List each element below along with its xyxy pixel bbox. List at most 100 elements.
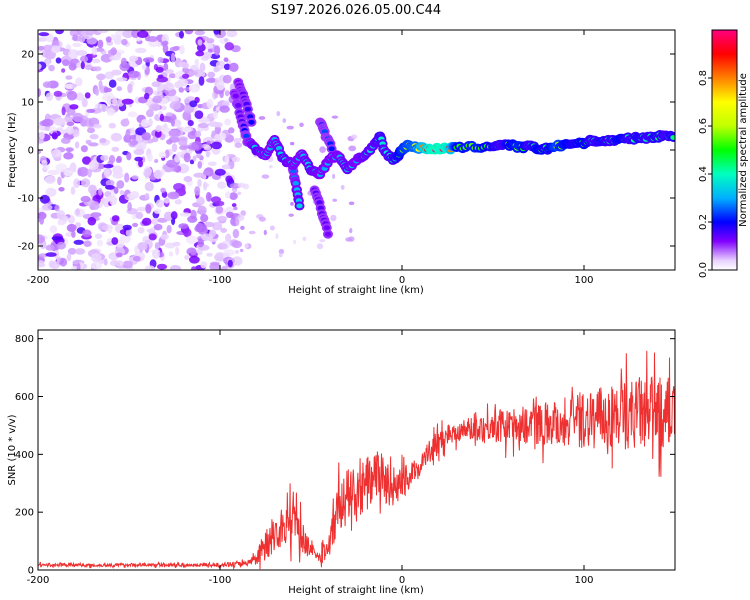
y-tick-label: 200 — [15, 508, 34, 519]
noise-blob — [188, 83, 200, 93]
noise-blob — [225, 175, 233, 184]
noise-blob — [168, 73, 176, 79]
noise-blob — [115, 252, 123, 258]
noise-blob — [42, 44, 53, 52]
colorbar-gradient — [712, 30, 737, 270]
noise-blob — [58, 187, 65, 192]
noise-blob — [224, 42, 235, 51]
noise-blob — [38, 37, 48, 42]
snr-x-axis-label: Height of straight line (km) — [288, 585, 424, 596]
noise-blob — [61, 106, 66, 116]
noise-blob — [49, 225, 58, 234]
noise-blob — [137, 242, 148, 251]
noise-blob — [166, 225, 172, 234]
noise-blob — [332, 173, 336, 179]
noise-blob — [195, 130, 202, 138]
noise-blob — [223, 63, 231, 70]
noise-blob — [194, 186, 201, 196]
noise-blob — [206, 252, 213, 257]
noise-blob — [168, 129, 181, 138]
branch-mark — [290, 168, 297, 174]
noise-blob — [107, 227, 112, 234]
noise-blob — [156, 76, 168, 83]
noise-blob — [225, 191, 231, 199]
colorbar-frame — [711, 29, 738, 271]
noise-blob — [216, 80, 225, 91]
noise-blob — [331, 115, 339, 119]
noise-blob — [332, 198, 338, 202]
spectrogram-y-axis-label: Frequency (Hz) — [7, 112, 18, 188]
noise-blob — [116, 86, 123, 92]
noise-blob — [278, 252, 283, 258]
noise-blob — [154, 159, 159, 163]
noise-blob — [169, 101, 181, 110]
y-tick-label: 10 — [21, 98, 34, 109]
noise-blob — [72, 129, 80, 138]
noise-blob — [227, 259, 233, 268]
noise-blob — [224, 154, 230, 164]
noise-blob — [152, 90, 163, 96]
noise-blob — [93, 123, 102, 129]
noise-blob — [103, 164, 114, 169]
noise-blob — [125, 129, 131, 140]
noise-blob — [144, 168, 152, 178]
branch-mark — [328, 146, 335, 152]
noise-blob — [45, 244, 55, 251]
noise-blob — [65, 83, 73, 89]
noise-blob — [197, 237, 204, 248]
noise-blob — [165, 69, 174, 74]
noise-blob — [237, 191, 242, 196]
noise-blob — [215, 252, 222, 257]
noise-blob — [179, 30, 184, 39]
noise-blob — [151, 217, 158, 226]
noise-blob — [84, 64, 93, 71]
noise-blob — [127, 111, 138, 118]
noise-blob — [75, 50, 88, 56]
noise-blob — [217, 181, 227, 189]
noise-blob — [164, 149, 170, 159]
noise-blob — [195, 50, 205, 57]
noise-blob — [146, 153, 153, 162]
noise-blob — [206, 38, 215, 44]
noise-blob — [169, 265, 182, 270]
noise-blob — [211, 130, 217, 136]
y-tick-label: 800 — [15, 334, 34, 345]
noise-blob — [319, 146, 326, 154]
noise-blob — [261, 174, 270, 179]
noise-blob — [154, 208, 162, 214]
noise-blob — [55, 57, 62, 64]
noise-blob — [111, 146, 120, 152]
noise-blob — [183, 152, 191, 163]
noise-blob — [348, 201, 355, 206]
noise-blob — [174, 154, 181, 163]
noise-blob — [57, 176, 62, 186]
noise-blob — [99, 104, 108, 113]
branch-mark — [244, 106, 252, 112]
noise-blob — [155, 199, 165, 208]
noise-blob — [91, 201, 100, 211]
noise-blob — [66, 253, 72, 262]
noise-blob — [129, 139, 138, 146]
noise-blob — [95, 88, 100, 96]
noise-blob — [205, 191, 212, 202]
noise-blob — [39, 194, 50, 204]
noise-blob — [221, 164, 231, 170]
noise-blob — [144, 265, 151, 270]
noise-blob — [98, 187, 103, 196]
noise-blob — [128, 70, 140, 79]
noise-blob — [224, 90, 230, 97]
noise-blob — [112, 96, 118, 107]
noise-blob — [206, 98, 214, 109]
noise-blob — [116, 155, 122, 163]
colorbar-tick-label: 0.8 — [698, 70, 709, 86]
noise-blob — [77, 166, 89, 177]
noise-blob — [108, 122, 117, 129]
chart-title: S197.2026.026.05.00.C44 — [271, 3, 441, 18]
noise-blob — [61, 137, 71, 144]
x-tick-label: 100 — [574, 275, 593, 286]
noise-blob — [226, 211, 234, 218]
noise-blob — [178, 223, 189, 230]
noise-blob — [69, 104, 79, 110]
ridge-mark — [235, 103, 242, 108]
noise-blob — [235, 249, 239, 254]
